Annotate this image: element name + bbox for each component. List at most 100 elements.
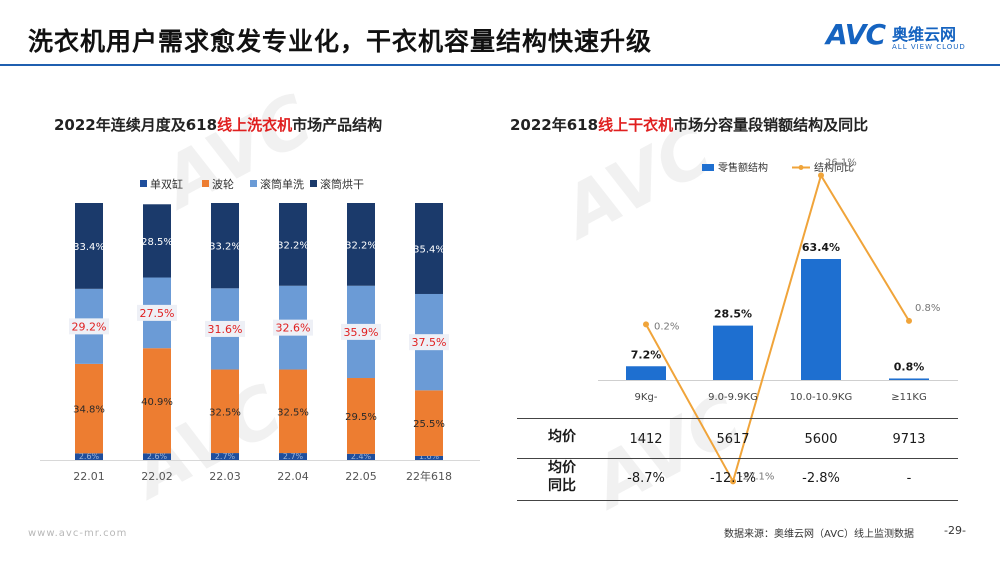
x-tick-label: 22.02 [141,470,173,483]
stacked-bar-segment [143,204,171,278]
left-chart-title-highlight: 线上洗衣机 [217,116,293,134]
retail-share-bar [713,325,753,380]
data-label: 35.9% [344,326,379,339]
data-label: 32.5% [277,407,309,418]
data-label: 25.5% [413,419,445,430]
data-label: 32.5% [209,407,241,418]
logo-mark: AVC [826,18,886,51]
data-label-box [409,334,449,351]
data-label: 29.5% [345,412,377,423]
x-tick-label: 22.04 [277,470,309,483]
yoy-point [818,172,824,179]
retail-share-bar [889,378,929,380]
stacked-bar-segment [143,348,171,454]
retail-share-bar [626,366,666,380]
table-cell: 5600 [804,432,837,447]
left-chart-title: 2022年连续月度及618线上洗衣机市场产品结构 [54,114,382,135]
stacked-bar-segment [143,453,171,460]
line-data-label: -27.1% [739,471,774,482]
stacked-bar-segment [415,203,443,294]
legend-label: 波轮 [212,177,234,191]
stacked-bar-segment [211,203,239,289]
data-label: 2.7% [283,452,304,461]
data-label: 32.2% [345,240,377,251]
x-tick-label: 22.01 [73,470,105,483]
page-number: -29- [944,524,966,537]
line-data-label: 0.8% [915,303,940,314]
legend-swatch [310,180,317,187]
data-label: 37.5% [412,336,447,349]
stacked-bar-segment [75,363,103,454]
data-label: 2.6% [147,452,168,461]
stacked-bar-segment [279,369,307,454]
yoy-point [906,317,912,324]
data-label: 32.6% [276,322,311,335]
stacked-bar-segment [347,203,375,286]
title-divider [0,64,1000,66]
legend-swatch [202,180,209,187]
table-cell: -8.7% [627,471,665,486]
page-title: 洗衣机用户需求愈发专业化，干衣机容量结构快速升级 [28,27,653,56]
data-label-box [69,318,109,335]
table-row-header: 同比 [548,477,576,494]
data-label: 29.2% [72,320,107,333]
data-label: 31.6% [208,323,243,336]
legend-label: 单双缸 [150,177,183,191]
logo-cn-name: 奥维云网 [892,25,957,44]
data-label: 1.6% [419,452,440,461]
legend-swatch [250,180,257,187]
washer-structure-chart: 单双缸 波轮 滚筒单洗 滚筒烘干 2.6% 34.8% 29.2% 33.4% 22.01 2.6… [40,177,480,483]
x-tick-label: ≥11KG [891,392,926,403]
data-label: 35.4% [413,244,445,255]
right-chart-title-part: 2022年618 [510,116,599,134]
legend-label: 滚筒单洗 [260,177,304,191]
data-label: 34.8% [73,405,105,416]
data-label: 33.2% [209,242,241,253]
legend-label: 滚筒烘干 [320,177,364,191]
stacked-bar-segment [211,453,239,460]
data-label-box [137,304,177,321]
data-label: 33.4% [73,242,105,253]
right-chart-title: 2022年618线上干衣机市场分容量段销额结构及同比 [510,114,868,135]
x-tick-label: 22.05 [345,470,377,483]
stacked-bar-segment [415,455,443,460]
x-tick-label: 9.0-9.9KG [708,392,758,403]
footer-source: 数据来源：奥维云网（AVC）线上监测数据 [724,529,915,540]
stacked-bar-segment [211,369,239,454]
data-label: 40.9% [141,397,173,408]
legend-swatch [140,180,147,187]
table-cell: 5617 [716,432,749,447]
bar-data-label: 7.2% [631,348,662,361]
legend-swatch [702,164,714,171]
x-tick-label: 10.0-10.9KG [790,392,852,403]
x-tick-label: 9Kg- [635,392,658,403]
table-cell: -12.1% [710,471,756,486]
left-chart-title-part: 市场产品结构 [292,116,383,134]
data-label: 2.4% [351,452,372,461]
data-label-box [205,320,245,337]
data-label: 32.2% [277,240,309,251]
yoy-point [643,321,649,328]
data-label: 2.7% [215,452,236,461]
stacked-bar-segment [75,203,103,289]
legend-label: 结构同比 [814,161,854,174]
data-label: 28.5% [141,237,173,248]
stacked-bar-segment [347,453,375,460]
yoy-point [730,478,736,485]
line-data-label: 0.2% [654,321,679,332]
logo-en-name: ALL VIEW CLOUD [892,43,966,51]
stacked-bar-segment [347,378,375,454]
x-tick-label: 22.03 [209,470,241,483]
retail-share-bar [801,259,841,380]
stacked-bar-segment [415,390,443,456]
table-cell: - [907,471,912,486]
table-cell: 1412 [629,432,662,447]
table-cell: 9713 [892,432,925,447]
right-chart-title-highlight: 线上干衣机 [598,116,674,134]
legend-label: 零售额结构 [718,161,768,174]
x-tick-label: 22年618 [406,469,452,483]
stacked-bar-segment [279,453,307,460]
data-label-box [341,323,381,340]
table-cell: -2.8% [802,471,840,486]
